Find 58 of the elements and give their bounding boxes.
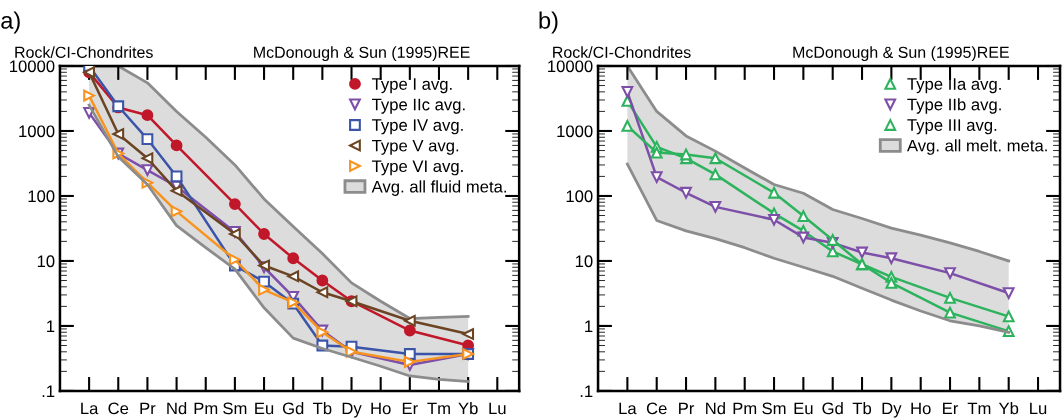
x-tick-label: Nd xyxy=(167,402,187,415)
x-tick-label: Ho xyxy=(371,402,391,415)
x-tick-label: Dy xyxy=(882,402,902,418)
x-tick-label: Pr xyxy=(140,402,156,415)
legend-label: Type IV avg. xyxy=(372,119,463,135)
legend-label: Avg. all melt. meta. xyxy=(906,139,1047,155)
legend-label: Type IIb avg. xyxy=(907,98,1001,114)
chart-title: McDonough & Sun (1995)REE xyxy=(254,46,470,62)
x-tick-label: Ce xyxy=(108,402,129,415)
x-tick-label: Nd xyxy=(706,402,725,415)
x-tick-label: Sm xyxy=(223,402,247,415)
x-tick-label: Tm xyxy=(427,402,450,415)
y-tick-label: 10000 xyxy=(10,60,55,73)
legend-label: Type VI avg. xyxy=(372,160,463,176)
legend-label: Type V avg. xyxy=(372,139,459,155)
y-tick-label: 1 xyxy=(585,320,593,332)
y-tick-label: 1000 xyxy=(557,125,593,138)
y-tick-label: 1 xyxy=(47,320,55,332)
x-tick-label: Lu xyxy=(1030,402,1047,415)
y-tick-label: 1000 xyxy=(19,125,55,138)
y-tick-label: 100 xyxy=(28,190,55,203)
y-tick-label: .1 xyxy=(580,385,593,397)
x-tick-label: Tm xyxy=(967,402,991,415)
x-tick-label: Dy xyxy=(342,402,362,418)
x-tick-label: Tb xyxy=(852,402,872,415)
text: b) xyxy=(539,11,558,34)
x-tick-label: Pr xyxy=(679,402,695,415)
x-tick-label: Gd xyxy=(282,402,304,415)
y-axis-title: Rock/CI-Chondrites xyxy=(553,46,691,58)
y-tick-label: 100 xyxy=(566,190,593,203)
x-tick-label: Ho xyxy=(911,402,931,415)
y-tick-label: 10 xyxy=(575,255,593,268)
x-tick-label: Er xyxy=(943,402,959,415)
y-tick-label: 10000 xyxy=(548,60,593,73)
x-tick-label: Lu xyxy=(489,402,506,415)
y-tick-label: .1 xyxy=(42,385,55,397)
legend-label: Type IIa avg. xyxy=(907,78,1001,94)
y-tick-label: 10 xyxy=(37,255,55,268)
legend-label: Type IIc avg. xyxy=(372,98,465,114)
x-tick-label: Eu xyxy=(255,402,274,415)
legend-label: Avg. all fluid meta. xyxy=(371,180,506,196)
x-tick-label: Eu xyxy=(794,402,813,415)
x-tick-label: Sm xyxy=(762,402,786,415)
x-tick-label: Tb xyxy=(313,402,332,415)
legend-label: Type III avg. xyxy=(907,119,997,135)
x-tick-label: Pm xyxy=(194,402,218,415)
x-tick-label: La xyxy=(619,402,637,415)
x-tick-label: Gd xyxy=(822,402,843,415)
x-tick-label: Yb xyxy=(458,402,478,415)
x-tick-label: Er xyxy=(402,402,418,415)
text: a) xyxy=(1,11,20,34)
chart-title: McDonough & Sun (1995)REE xyxy=(793,46,1009,62)
x-tick-label: Yb xyxy=(998,402,1019,415)
x-tick-label: Pm xyxy=(733,402,757,415)
y-axis-title: Rock/CI-Chondrites xyxy=(15,46,153,58)
legend-label: Type I avg. xyxy=(372,78,452,94)
x-tick-label: La xyxy=(81,402,99,415)
x-tick-label: Ce xyxy=(646,402,667,415)
